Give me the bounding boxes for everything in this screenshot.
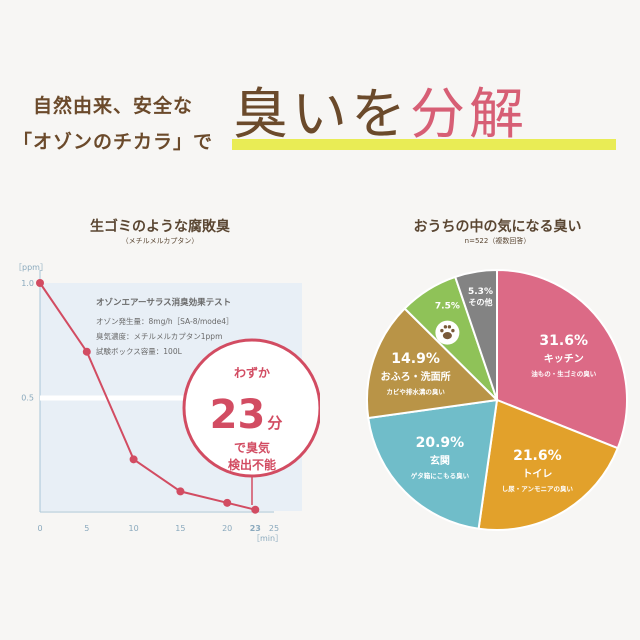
badge-top-text: わずか xyxy=(234,365,270,380)
paw-icon-toe xyxy=(447,325,452,329)
pie-slice-description: ゲタ箱にこもる臭い xyxy=(411,471,470,480)
pie-slice-name: キッチン xyxy=(544,353,584,365)
badge-number: 23 分 xyxy=(210,392,283,438)
x-tick-label: 5 xyxy=(84,524,89,533)
x-tick-label: 15 xyxy=(175,524,185,533)
pie-slice xyxy=(365,307,500,420)
x-tick-label: 20 xyxy=(222,524,232,533)
badge-circle xyxy=(182,338,320,478)
y-tick-label: 0.5 xyxy=(21,394,34,403)
headline-line1: 自然由来、安全な xyxy=(32,95,193,117)
pie-slice-description: カビや排水溝の臭い xyxy=(386,387,445,396)
line-chart-subtitle: （メチルメルカプタン） xyxy=(121,237,199,245)
pie-slice xyxy=(453,268,498,401)
paw-icon-toe xyxy=(451,328,455,333)
headline-main: 臭いを分解 xyxy=(233,74,528,154)
data-point xyxy=(82,347,91,356)
info-box-line: オゾン発生量：8mg/h［SA-8/mode4］ xyxy=(96,316,234,326)
pie-chart-title: おうちの中の気になる臭い xyxy=(413,219,582,235)
pie-slices xyxy=(365,268,628,531)
x-unit-label: ［min］ xyxy=(252,534,283,543)
pie-slice-name: 玄関 xyxy=(430,454,450,467)
y-tick-label: 1.0 xyxy=(21,279,34,288)
pie-slice-percent: 14.9% xyxy=(391,351,440,367)
paw-icon-toe xyxy=(440,328,444,333)
paw-icon-pad xyxy=(442,332,452,340)
pie-slice-percent: 20.9% xyxy=(416,435,465,451)
data-point xyxy=(223,498,232,507)
series-line xyxy=(39,282,256,511)
badge-number-unit: 分 xyxy=(267,414,282,432)
x-tick-label: 10 xyxy=(129,524,139,533)
badge-number-value: 23 xyxy=(210,392,266,438)
x-tick-label: 23 xyxy=(250,524,261,533)
data-point xyxy=(251,505,260,514)
paw-icon xyxy=(435,320,460,345)
paw-icon-toe xyxy=(443,325,448,329)
data-point xyxy=(36,279,44,287)
y-unit-label: ［ppm］ xyxy=(14,263,48,272)
pie-chart-subtitle: n=522（複数回答） xyxy=(464,237,531,245)
pie-slice-name: おふろ・洗面所 xyxy=(381,370,451,383)
pie-slice-percent: 21.6% xyxy=(513,448,562,464)
headline-line2: 「オゾンのチカラ」で xyxy=(12,131,213,153)
headline-main-part1: 臭いを xyxy=(233,82,411,146)
headline-intro: 自然由来、安全な 「オゾンのチカラ」で xyxy=(10,88,216,160)
line-chart: ［ppm］ ［min］ オゾンエアーサラス消臭効果テスト オゾン発生量：8mg/… xyxy=(14,263,320,543)
pie-slice-description: し尿・アンモニアの臭い xyxy=(502,484,574,493)
pie-slice-description: 油もの・生ゴミの臭い xyxy=(531,369,597,378)
pie-slice xyxy=(477,398,620,531)
pie-slice-percent: 5.3% xyxy=(468,287,493,297)
x-tick-label: 0 xyxy=(37,524,42,533)
pie-slice-name: その他 xyxy=(468,297,492,307)
info-box-title: オゾンエアーサラス消臭効果テスト xyxy=(96,297,231,308)
badge-line2: で臭気 xyxy=(234,440,270,455)
info-box-line: 試験ボックス容量：100L xyxy=(96,346,183,356)
data-point xyxy=(129,455,138,464)
x-tick-label: 25 xyxy=(269,524,279,533)
info-box-line: 臭気濃度：メチルメルカプタン1ppm xyxy=(96,331,222,341)
badge-line3: 検出不能 xyxy=(228,457,276,472)
line-chart-title: 生ゴミのような腐敗臭 xyxy=(90,219,230,235)
headline-underline xyxy=(232,139,616,150)
pie-slice xyxy=(367,398,499,530)
headline-main-part2: 分解 xyxy=(410,82,529,146)
pie-slice-percent: 7.5% xyxy=(435,302,460,312)
line-marks xyxy=(36,279,260,514)
pie-slice-name: トイレ xyxy=(522,468,552,480)
pie-slice xyxy=(496,268,628,450)
data-point xyxy=(176,487,185,496)
pie-slice-percent: 31.6% xyxy=(539,333,588,349)
